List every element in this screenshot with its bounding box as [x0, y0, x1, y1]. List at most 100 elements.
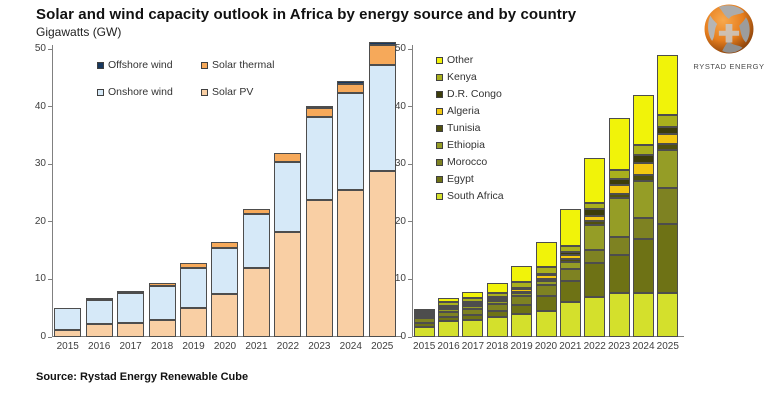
x-tick-label: 2020 [534, 341, 558, 352]
bar-segment-2024-kenya [633, 145, 654, 155]
bar-segment-2017-egypt [462, 314, 483, 320]
bar-segment-2022-onshore-wind [274, 162, 301, 232]
bar-segment-2021-solar-thermal [243, 208, 270, 214]
bar-segment-2020-onshore-wind [211, 247, 238, 294]
legend-swatch [436, 90, 443, 98]
legend-swatch [201, 88, 208, 96]
bar-segment-2017-onshore-wind [117, 293, 144, 323]
bar-segment-2023-other [609, 117, 630, 170]
bar-segment-2025-kenya [657, 115, 678, 127]
bar-segment-2025-other [657, 54, 678, 116]
legend-item-onshore-wind: Onshore wind [97, 86, 201, 98]
x-tick-label: 2021 [245, 341, 268, 352]
bar-segment-2023-egypt [609, 255, 630, 294]
bar-segment-2024-solar-thermal [337, 83, 364, 93]
bar-segment-2018-solar-pv [149, 319, 176, 337]
legend-item-tunisia: Tunisia [436, 122, 504, 134]
bar-segment-2023-morocco [609, 236, 630, 256]
bar-segment-2019-solar-thermal [180, 263, 207, 268]
bar-segment-2023-kenya [609, 169, 630, 179]
y-tick-label: 0 [400, 331, 406, 342]
y-tick-label: 40 [394, 100, 406, 112]
y-axis-tick [48, 336, 52, 338]
y-axis-line [52, 45, 53, 337]
bar-segment-2023-solar-thermal [306, 108, 333, 117]
legend-swatch [201, 61, 208, 69]
legend-item-offshore-wind: Offshore wind [97, 59, 201, 71]
legend-label: Morocco [447, 156, 488, 168]
bar-segment-2020-ethiopia [536, 280, 557, 286]
y-axis-line [412, 45, 413, 337]
bar-segment-2016-algeria [438, 306, 459, 309]
bar-segment-2016-kenya [438, 302, 459, 306]
legend-swatch [436, 73, 443, 81]
bar-segment-2025-egypt [657, 223, 678, 294]
bar-segment-2022-egypt [584, 263, 605, 297]
x-tick-label: 2023 [607, 341, 631, 352]
bar-segment-2020-south-africa [536, 311, 557, 337]
x-tick-label: 2015 [56, 341, 79, 352]
legend-label: Solar PV [212, 86, 254, 98]
bar-segment-2016-other [438, 297, 459, 303]
bar-segment-2020-tunisia [536, 278, 557, 281]
bar-segment-2022-algeria [584, 216, 605, 221]
y-axis-tick [408, 106, 412, 108]
y-axis-tick [48, 106, 52, 108]
bar-segment-2020-morocco [536, 285, 557, 297]
bar-segment-2024-egypt [633, 239, 654, 294]
bar-segment-2016-south-africa [438, 321, 459, 337]
legend-energy-source: Offshore wind Solar thermal Onshore wind So… [97, 59, 274, 98]
y-tick-label: 30 [394, 158, 406, 170]
legend-item-d-r-congo: D.R. Congo [436, 88, 504, 100]
bar-segment-2023-algeria [609, 184, 630, 194]
bar-segment-2016-solar-pv [86, 323, 113, 337]
bar-segment-2021-kenya [560, 246, 581, 253]
legend-label: Onshore wind [108, 86, 173, 98]
y-axis-tick [48, 48, 52, 50]
x-tick-label: 2024 [632, 341, 655, 352]
bar-segment-2020-algeria [536, 275, 557, 279]
source-note: Source: Rystad Energy Renewable Cube [36, 371, 249, 383]
bar-segment-2020-solar-pv [211, 293, 238, 337]
bar-segment-2018-other [487, 283, 508, 293]
bar-segment-2024-onshore-wind [337, 92, 364, 190]
bar-segment-2019-ethiopia [511, 293, 532, 297]
bar-segment-2022-south-africa [584, 296, 605, 337]
bar-segment-2024-offshore-wind [337, 81, 364, 84]
bar-segment-2018-egypt [487, 310, 508, 317]
y-axis-tick [408, 221, 412, 223]
bar-segment-2019-kenya [511, 282, 532, 289]
bar-segment-2016-morocco [438, 311, 459, 317]
bar-segment-2020-d-r-congo [536, 273, 557, 276]
bar-segment-2022-d-r-congo [584, 209, 605, 217]
bar-segment-2024-d-r-congo [633, 155, 654, 164]
bar-segment-2025-onshore-wind [369, 65, 396, 172]
legend-swatch [436, 158, 443, 166]
y-tick-label: 10 [394, 273, 406, 285]
legend-label: D.R. Congo [447, 88, 502, 100]
bar-segment-2015-onshore-wind [54, 307, 81, 331]
legend-item-ethiopia: Ethiopia [436, 139, 504, 151]
legend-item-algeria: Algeria [436, 105, 504, 117]
x-tick-label: 2019 [510, 341, 533, 352]
rystad-energy-logo: RYSTAD ENERGY [693, 2, 765, 71]
logo-wordmark: RYSTAD ENERGY [693, 62, 765, 71]
bar-segment-2020-egypt [536, 296, 557, 312]
legend-item-kenya: Kenya [436, 71, 504, 83]
y-axis-tick [48, 163, 52, 165]
bar-segment-2021-d-r-congo [560, 252, 581, 256]
y-tick-label: 0 [40, 331, 46, 342]
legend-swatch [436, 56, 443, 64]
y-axis-unit-label: Gigawatts (GW) [36, 25, 122, 39]
bar-segment-2017-kenya [462, 298, 483, 303]
legend-swatch [97, 88, 104, 96]
bar-segment-2019-onshore-wind [180, 267, 207, 308]
bar-segment-2023-onshore-wind [306, 116, 333, 200]
bar-segment-2021-onshore-wind [243, 213, 270, 269]
chart-by-energy-source: Offshore wind Solar thermal Onshore wind So… [35, 42, 402, 352]
bar-segment-2025-solar-pv [369, 171, 396, 337]
bar-segment-2017-solar-thermal [117, 290, 144, 294]
legend-country: Other Kenya D.R. Congo Algeria Tunisia Ethiop… [436, 54, 504, 202]
y-axis-tick [408, 48, 412, 50]
